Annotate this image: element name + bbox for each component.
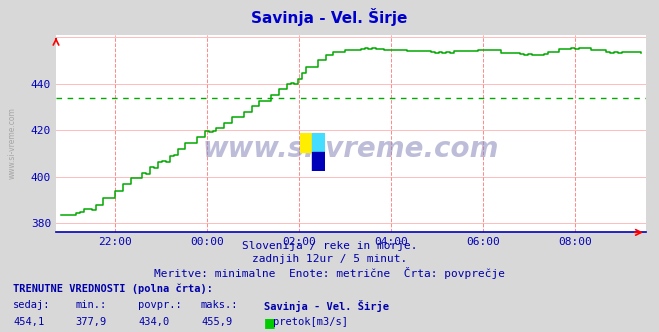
Bar	[312, 133, 325, 152]
Text: sedaj:: sedaj:	[13, 300, 51, 310]
Text: Savinja - Vel. Širje: Savinja - Vel. Širje	[251, 8, 408, 26]
Text: Savinja - Vel. Širje: Savinja - Vel. Širje	[264, 300, 389, 312]
Text: Meritve: minimalne  Enote: metrične  Črta: povprečje: Meritve: minimalne Enote: metrične Črta:…	[154, 267, 505, 279]
Text: www.si-vreme.com: www.si-vreme.com	[8, 107, 17, 179]
Text: www.si-vreme.com: www.si-vreme.com	[203, 135, 499, 163]
Text: Slovenija / reke in morje.: Slovenija / reke in morje.	[242, 241, 417, 251]
Text: pretok[m3/s]: pretok[m3/s]	[273, 317, 349, 327]
Text: 455,9: 455,9	[201, 317, 232, 327]
Text: 454,1: 454,1	[13, 317, 44, 327]
Text: 434,0: 434,0	[138, 317, 169, 327]
Bar	[312, 152, 325, 171]
Text: ■: ■	[264, 316, 275, 329]
Text: maks.:: maks.:	[201, 300, 239, 310]
Text: TRENUTNE VREDNOSTI (polna črta):: TRENUTNE VREDNOSTI (polna črta):	[13, 284, 213, 294]
Text: zadnjih 12ur / 5 minut.: zadnjih 12ur / 5 minut.	[252, 254, 407, 264]
Text: povpr.:: povpr.:	[138, 300, 182, 310]
Bar	[300, 133, 312, 152]
Text: 377,9: 377,9	[76, 317, 107, 327]
Text: min.:: min.:	[76, 300, 107, 310]
